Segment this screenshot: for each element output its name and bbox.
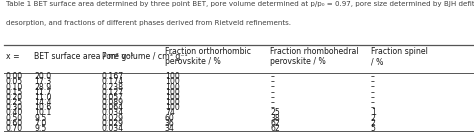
Text: 62: 62 — [270, 119, 280, 128]
Text: 25: 25 — [270, 108, 280, 117]
Text: 11.7: 11.7 — [34, 88, 52, 97]
Text: –: – — [270, 88, 274, 97]
Text: Table 1 BET surface area determined by three point BET, pore volume determined a: Table 1 BET surface area determined by t… — [6, 1, 474, 7]
Text: 0.60: 0.60 — [6, 119, 23, 128]
Text: desorption, and fractions of different phases derived from Rietveld refinements.: desorption, and fractions of different p… — [6, 20, 291, 26]
Text: –: – — [371, 93, 374, 102]
Text: 14.4: 14.4 — [34, 98, 52, 107]
Text: 0.089: 0.089 — [102, 98, 124, 107]
Text: –: – — [371, 72, 374, 81]
Text: 34: 34 — [165, 124, 175, 133]
Text: 38: 38 — [270, 114, 280, 123]
Text: 0.029: 0.029 — [102, 114, 124, 123]
Text: 28.9: 28.9 — [34, 83, 51, 92]
Text: 36: 36 — [165, 119, 175, 128]
Text: 100: 100 — [165, 83, 180, 92]
Text: 17.3: 17.3 — [34, 77, 51, 86]
Text: 100: 100 — [165, 93, 180, 102]
Text: 100: 100 — [165, 77, 180, 86]
Text: 74: 74 — [165, 108, 175, 117]
Text: 100: 100 — [165, 72, 180, 81]
Text: 5: 5 — [371, 124, 375, 133]
Text: 0.05: 0.05 — [6, 77, 23, 86]
Text: 1: 1 — [371, 108, 376, 117]
Text: –: – — [371, 103, 374, 112]
Text: 0.238: 0.238 — [102, 83, 124, 92]
Text: 2: 2 — [371, 114, 375, 123]
Text: 0.057: 0.057 — [102, 93, 124, 102]
Text: 0.50: 0.50 — [6, 114, 23, 123]
Text: 7.0: 7.0 — [34, 119, 46, 128]
Text: 0.70: 0.70 — [6, 124, 23, 133]
Text: 100: 100 — [165, 98, 180, 107]
Text: –: – — [371, 88, 374, 97]
Text: 10.1: 10.1 — [34, 108, 52, 117]
Text: 100: 100 — [165, 103, 180, 112]
Text: Fraction orthorhombic
perovskite / %: Fraction orthorhombic perovskite / % — [165, 47, 251, 66]
Text: 9.5: 9.5 — [34, 114, 46, 123]
Text: –: – — [270, 72, 274, 81]
Text: 0.10: 0.10 — [6, 83, 23, 92]
Text: –: – — [270, 83, 274, 92]
Text: –: – — [270, 93, 274, 102]
Text: 0.167: 0.167 — [102, 72, 124, 81]
Text: 60: 60 — [165, 114, 175, 123]
Text: 0.034: 0.034 — [102, 108, 124, 117]
Text: 0.20: 0.20 — [6, 93, 23, 102]
Text: –: – — [371, 77, 374, 86]
Text: 11.0: 11.0 — [34, 93, 52, 102]
Text: 0.00: 0.00 — [6, 72, 23, 81]
Text: 0.127: 0.127 — [102, 88, 124, 97]
Text: 10.6: 10.6 — [34, 103, 51, 112]
Text: Fraction spinel
/ %: Fraction spinel / % — [371, 47, 428, 66]
Text: BET surface area / m² g⁻¹: BET surface area / m² g⁻¹ — [34, 52, 134, 61]
Text: –: – — [371, 83, 374, 92]
Text: 9.5: 9.5 — [34, 124, 46, 133]
Text: –: – — [270, 103, 274, 112]
Text: 100: 100 — [165, 88, 180, 97]
Text: 20.0: 20.0 — [34, 72, 51, 81]
Text: 62: 62 — [270, 124, 280, 133]
Text: 0.40: 0.40 — [6, 108, 23, 117]
Text: 0.174: 0.174 — [102, 77, 124, 86]
Text: Fraction rhombohedral
perovskite / %: Fraction rhombohedral perovskite / % — [270, 47, 359, 66]
Text: 0.034: 0.034 — [102, 124, 124, 133]
Text: 0.029: 0.029 — [102, 119, 124, 128]
Text: x =: x = — [6, 52, 19, 61]
Text: 0.064: 0.064 — [102, 103, 124, 112]
Text: 0.25: 0.25 — [6, 98, 23, 107]
Text: –: – — [371, 98, 374, 107]
Text: –: – — [270, 98, 274, 107]
Text: 2: 2 — [371, 119, 375, 128]
Text: 0.15: 0.15 — [6, 88, 23, 97]
Text: Pore volume / cm³ g⁻¹: Pore volume / cm³ g⁻¹ — [102, 52, 188, 61]
Text: –: – — [270, 77, 274, 86]
Text: 0.30: 0.30 — [6, 103, 23, 112]
